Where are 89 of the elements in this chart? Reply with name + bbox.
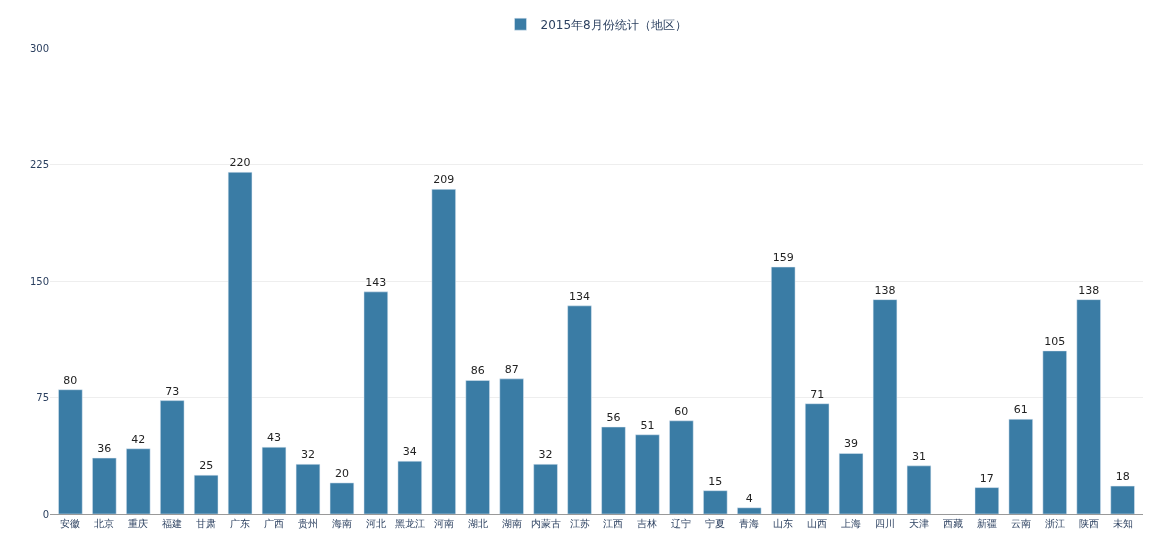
- data-label: 209: [433, 173, 455, 187]
- data-label: 138: [874, 283, 896, 297]
- x-tick-label: 山西: [807, 518, 828, 529]
- data-label: 42: [131, 432, 146, 446]
- bar: [703, 490, 728, 514]
- y-tick-label: 75: [36, 392, 49, 403]
- data-label: 34: [402, 445, 417, 459]
- bar: [329, 482, 355, 514]
- data-label: 87: [504, 362, 519, 376]
- x-tick-label: 安徽: [60, 518, 81, 529]
- x-tick-label: 北京: [94, 518, 115, 529]
- data-label: 138: [1078, 283, 1100, 297]
- x-tick-label: 天津: [908, 518, 929, 529]
- bar: [669, 420, 694, 514]
- data-label: 61: [1013, 403, 1028, 417]
- data-label: 15: [708, 474, 723, 488]
- data-label: 18: [1115, 470, 1130, 484]
- data-label: 220: [229, 156, 251, 170]
- data-label: 20: [334, 466, 349, 480]
- data-label: 159: [772, 251, 794, 265]
- data-label: 60: [674, 404, 689, 418]
- data-label: 25: [199, 459, 214, 473]
- data-label: 134: [569, 289, 591, 303]
- x-tick-label: 河南: [433, 518, 454, 529]
- bar: [635, 434, 660, 514]
- x-tick-label: 内蒙古: [530, 518, 561, 529]
- data-label: 39: [844, 437, 859, 451]
- x-tick-label: 黑龙江: [394, 518, 425, 529]
- x-tick-label: 山东: [773, 518, 794, 529]
- x-tick-label: 河北: [365, 518, 386, 529]
- x-tick-label: 湖北: [467, 518, 488, 529]
- bar: [295, 464, 321, 514]
- data-label: 36: [97, 442, 112, 456]
- bar: [1008, 419, 1033, 514]
- y-tick-label: 300: [29, 42, 49, 54]
- bar: [261, 446, 287, 514]
- data-label: 4: [745, 491, 753, 505]
- x-tick-label: 江西: [603, 518, 624, 529]
- bar: [974, 487, 999, 514]
- bar: [1110, 485, 1135, 514]
- data-label: 43: [267, 431, 282, 445]
- x-tick-label: 陕西: [1078, 518, 1099, 529]
- x-tick-label: 湖南: [501, 518, 522, 529]
- x-tick-label: 重庆: [128, 518, 149, 529]
- data-label: 32: [300, 448, 315, 462]
- x-tick-label: 浙江: [1044, 518, 1065, 529]
- bar: [92, 457, 117, 514]
- x-tick-label: 江苏: [569, 518, 590, 529]
- data-label: 32: [538, 448, 553, 462]
- bar: [126, 448, 151, 514]
- data-label: 80: [63, 373, 78, 387]
- y-tick-label: 225: [29, 159, 49, 170]
- x-tick-label: 广西: [264, 518, 285, 529]
- data-label: 143: [365, 275, 387, 289]
- data-label: 71: [810, 387, 825, 401]
- bar: [533, 464, 558, 514]
- x-tick-label: 四川: [875, 518, 896, 529]
- x-tick-label: 西藏: [942, 518, 963, 529]
- data-label: 56: [606, 411, 621, 425]
- data-label: 73: [165, 384, 180, 398]
- y-tick-label: 0: [42, 508, 49, 520]
- x-tick-label: 上海: [841, 518, 862, 529]
- x-tick-label: 福建: [162, 518, 183, 529]
- bar: [160, 400, 185, 514]
- bar: [194, 474, 219, 514]
- data-label: 17: [979, 471, 994, 485]
- legend-label: 2015年8月份统计（地区）: [540, 17, 687, 32]
- bar: [838, 453, 864, 514]
- x-tick-label: 新疆: [976, 518, 997, 529]
- data-label: 51: [640, 418, 655, 432]
- x-tick-label: 青海: [739, 518, 760, 529]
- data-label: 31: [911, 449, 926, 463]
- bar: [601, 426, 626, 514]
- x-tick-label: 广东: [230, 518, 251, 529]
- x-tick-label: 辽宁: [671, 518, 692, 529]
- y-tick-label: 150: [29, 275, 49, 287]
- bar: [805, 403, 830, 514]
- bar: [906, 465, 932, 514]
- bar: [397, 460, 422, 514]
- data-label: 105: [1044, 334, 1066, 348]
- x-tick-label: 宁夏: [705, 518, 726, 529]
- x-tick-label: 吉林: [637, 518, 658, 529]
- x-tick-label: 未知: [1112, 518, 1133, 529]
- data-label: 86: [470, 364, 485, 378]
- x-tick-label: 甘肃: [196, 518, 217, 529]
- x-tick-label: 云南: [1010, 518, 1031, 529]
- x-tick-label: 海南: [331, 518, 352, 529]
- x-tick-label: 贵州: [297, 518, 318, 529]
- bar: [737, 507, 762, 514]
